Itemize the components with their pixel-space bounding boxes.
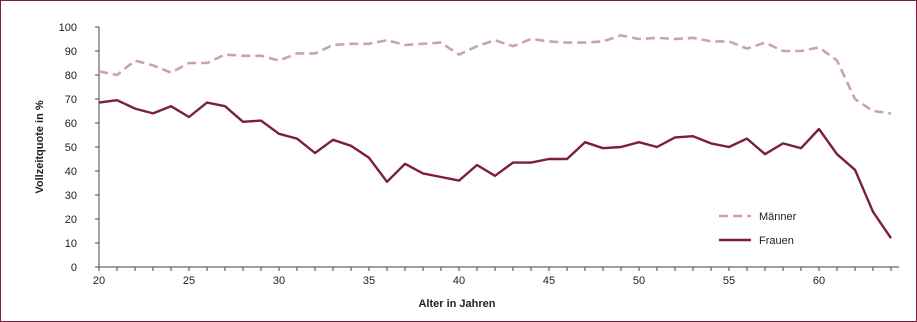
x-axis-title: Alter in Jahren xyxy=(418,298,495,310)
y-tick-label: 20 xyxy=(65,214,77,226)
series-layer xyxy=(98,34,892,239)
series-line-maenner xyxy=(98,34,892,115)
x-tick-label: 50 xyxy=(633,275,645,287)
y-tick-label: 80 xyxy=(65,70,77,82)
legend-label: Frauen xyxy=(759,235,794,247)
x-tick-label: 30 xyxy=(273,275,285,287)
x-tick-label: 45 xyxy=(543,275,555,287)
x-tick-label: 20 xyxy=(93,275,105,287)
y-tick-label: 90 xyxy=(65,46,77,58)
y-tick-label: 50 xyxy=(65,142,77,154)
y-tick-label: 100 xyxy=(59,22,77,34)
y-tick-label: 60 xyxy=(65,118,77,130)
legend: Männer Frauen xyxy=(719,211,797,247)
x-tick-label: 40 xyxy=(453,275,465,287)
y-tick-label: 30 xyxy=(65,190,77,202)
y-axis: 0 10 20 30 40 50 60 70 80 90 100 xyxy=(59,22,100,274)
x-tick-label: 55 xyxy=(723,275,735,287)
series-line-frauen xyxy=(98,98,892,239)
legend-label: Männer xyxy=(759,211,797,223)
x-tick-label: 25 xyxy=(183,275,195,287)
y-axis-title: Vollzeitquote in % xyxy=(34,100,46,194)
x-tick-label: 35 xyxy=(363,275,375,287)
x-axis: 20 25 30 35 40 45 50 55 60 xyxy=(93,266,899,287)
x-tick-label: 60 xyxy=(813,275,825,287)
y-tick-label: 10 xyxy=(65,238,77,250)
y-tick-label: 0 xyxy=(71,262,77,274)
y-tick-label: 70 xyxy=(65,94,77,106)
y-tick-label: 40 xyxy=(65,166,77,178)
